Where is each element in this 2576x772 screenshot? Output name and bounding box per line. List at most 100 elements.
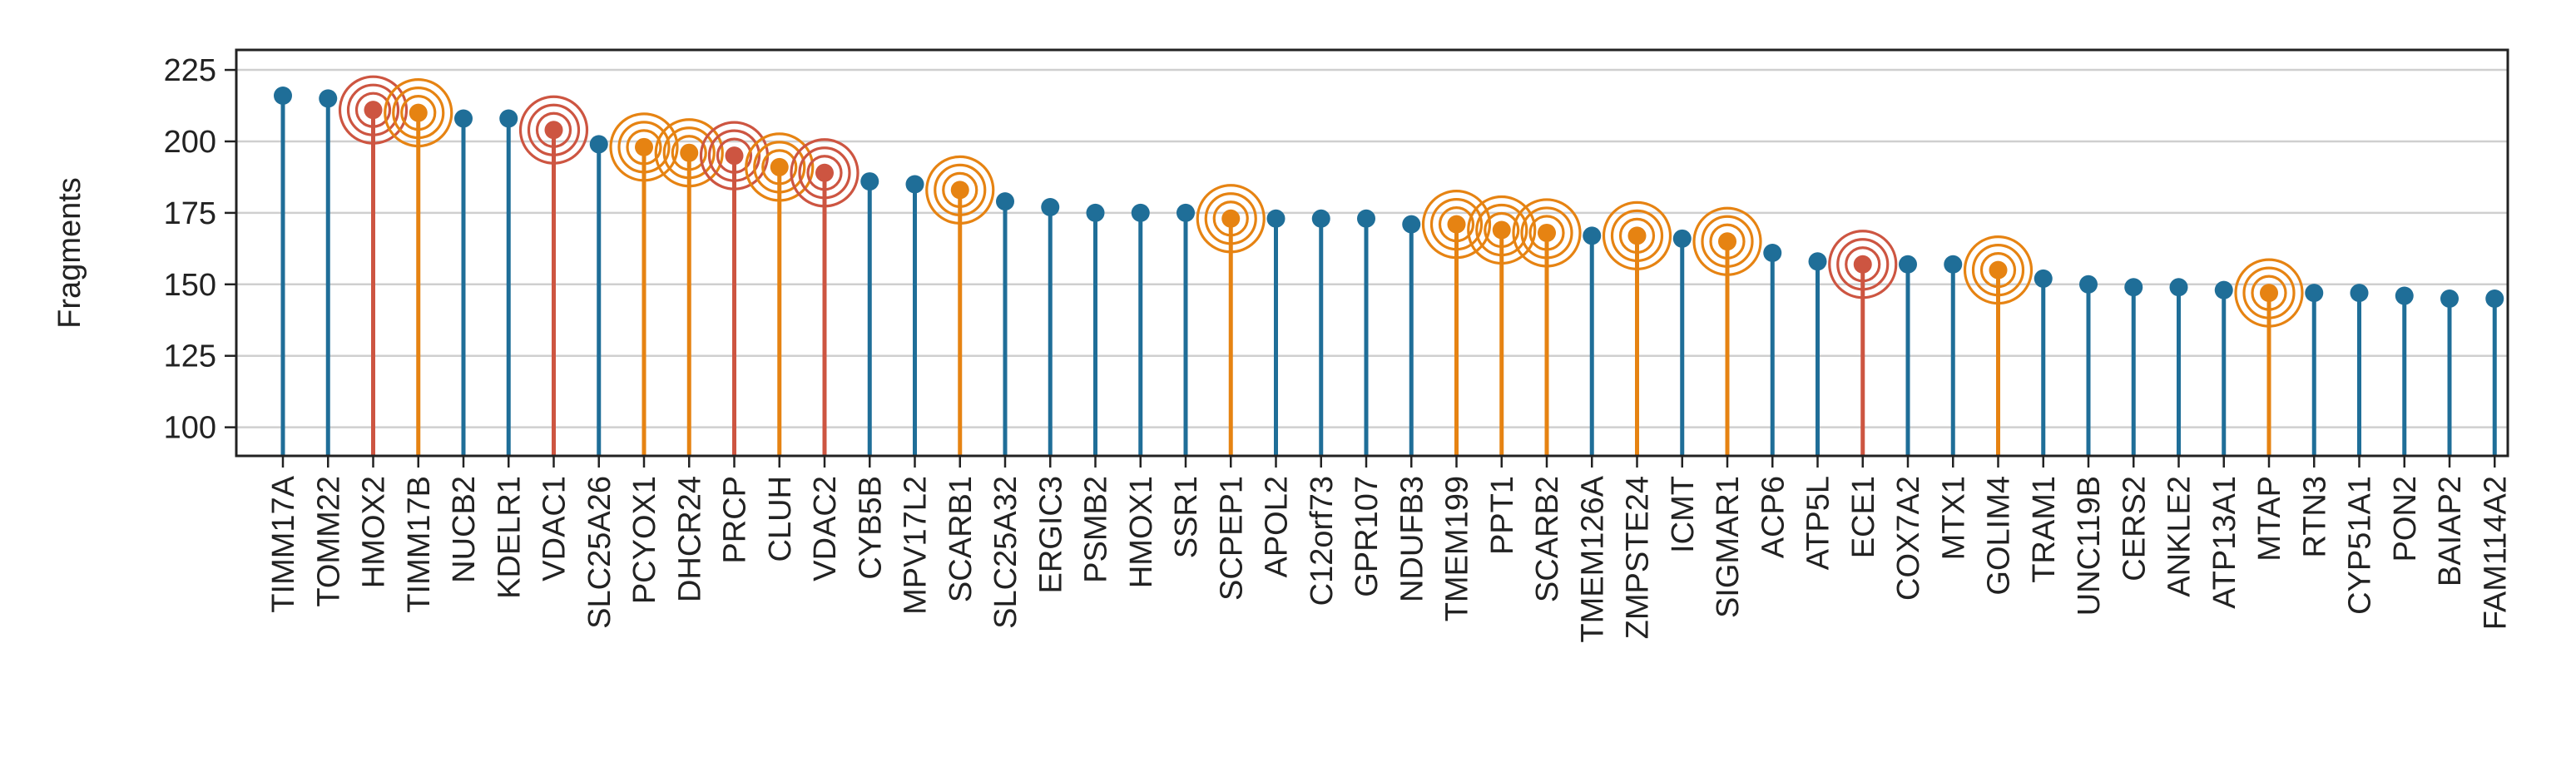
- highlight-ring: [2234, 258, 2304, 328]
- data-point: [770, 157, 789, 176]
- x-tick-label: ACP6: [1756, 476, 1791, 558]
- highlight-ring: [400, 95, 437, 131]
- data-point: [499, 109, 518, 128]
- data-point: [996, 192, 1014, 211]
- x-tick-label: APOL2: [1260, 476, 1295, 578]
- x-tick-label: VDAC1: [537, 476, 572, 581]
- highlight-ring: [535, 111, 572, 148]
- highlight-ring: [1979, 252, 2017, 289]
- x-tick-label: MPV17L2: [899, 476, 934, 615]
- highlight-ring: [1467, 195, 1537, 265]
- x-tick-label: KDELR1: [492, 476, 527, 599]
- stems: [280, 95, 2497, 456]
- x-tick-label: ICMT: [1666, 476, 1701, 553]
- data-point: [1266, 209, 1286, 228]
- x-tick-label: TRAM1: [2027, 476, 2062, 583]
- highlight-ring: [1828, 230, 1898, 299]
- x-tick-label: PON2: [2388, 476, 2423, 562]
- data-point: [589, 135, 608, 154]
- data-point: [274, 86, 292, 105]
- highlight-ring: [1212, 200, 1249, 237]
- highlight-ring: [716, 137, 753, 174]
- data-point: [1989, 260, 2008, 280]
- data-point: [1763, 244, 1782, 262]
- highlight-ring: [1963, 235, 2034, 305]
- x-tick-label: CERS2: [2117, 476, 2152, 581]
- x-tick-label: FAM114A2: [2478, 476, 2513, 630]
- highlight-ring: [1845, 246, 1881, 283]
- data-point: [1447, 215, 1466, 234]
- x-tick-label: SCARB2: [1530, 476, 1565, 602]
- highlight-ring: [338, 75, 409, 145]
- y-tick-label: 175: [164, 196, 216, 231]
- x-tick-label: HMOX1: [1124, 476, 1159, 588]
- x-tick-label: ECE1: [1846, 476, 1881, 558]
- data-point: [364, 101, 383, 120]
- highlight-ring: [1610, 209, 1664, 262]
- data-point: [2350, 284, 2369, 303]
- data-point: [1672, 229, 1692, 248]
- data-point: [2260, 284, 2278, 303]
- y-tick-label: 225: [164, 53, 216, 88]
- highlight-ring: [934, 163, 987, 216]
- highlight-ring: [609, 112, 679, 182]
- x-tick-label: GPR107: [1350, 476, 1385, 597]
- data-point: [2169, 278, 2188, 297]
- data-point: [1041, 198, 1060, 217]
- x-tick-label: GOLIM4: [1982, 476, 2017, 596]
- x-tick-label: UNC119B: [2072, 476, 2107, 616]
- x-tick-label: SLC25A26: [582, 476, 617, 629]
- y-tick-label: 100: [164, 411, 216, 446]
- x-tick-label: TMEM126A: [1575, 475, 1610, 642]
- highlight-ring: [745, 132, 815, 202]
- data-point: [1086, 203, 1105, 222]
- x-tick-label: SLC25A32: [988, 476, 1023, 629]
- data-point: [1853, 255, 1872, 274]
- data-point: [1808, 252, 1827, 271]
- highlight-ring: [671, 135, 707, 171]
- highlight-ring: [707, 129, 761, 182]
- x-tick-label: ERGIC3: [1033, 476, 1068, 593]
- y-axis: 100 125 150 175 200 225: [164, 53, 236, 446]
- highlight-ring: [2242, 266, 2296, 319]
- y-tick-label: 150: [164, 268, 216, 303]
- x-tick-label: MTAP: [2252, 476, 2287, 562]
- data-point: [454, 109, 473, 128]
- highlight-ring: [662, 126, 716, 180]
- y-tick-label: 200: [164, 125, 216, 160]
- highlight-ring: [354, 92, 392, 128]
- x-tick-label: NUCB2: [447, 476, 482, 583]
- x-tick-label: PPT1: [1485, 476, 1520, 555]
- data-point: [635, 137, 653, 156]
- x-tick-label: PCYOX1: [627, 476, 662, 604]
- highlight-ring: [1701, 215, 1754, 268]
- x-tick-label: MTX1: [1936, 476, 1971, 560]
- grid-lines: [236, 68, 2508, 428]
- highlight-ring: [392, 87, 445, 140]
- x-tick-label: RTN3: [2297, 476, 2332, 558]
- x-tick-label: DHCR24: [672, 476, 707, 602]
- data-point: [2485, 289, 2504, 308]
- highlight-ring: [617, 121, 671, 174]
- data-point: [860, 172, 879, 191]
- data-point: [905, 175, 924, 194]
- data-point: [1627, 226, 1647, 245]
- data-point: [544, 121, 563, 140]
- data-point: [1492, 220, 1511, 240]
- data-point: [2395, 286, 2414, 305]
- x-axis: TIMM17A TOMM22 HMOX2 TIMM17B NUCB2 KDELR1 VDAC…: [266, 456, 2513, 643]
- x-tick-label: TIMM17B: [402, 476, 437, 613]
- highlight-ring: [1528, 215, 1565, 251]
- x-tick-label: PRCP: [718, 476, 753, 564]
- plot-frame: [235, 48, 2509, 458]
- data-point: [1944, 255, 1963, 274]
- data-point: [2079, 275, 2098, 294]
- x-tick-label: PSMB2: [1079, 476, 1114, 583]
- highlight-ring: [518, 95, 589, 165]
- x-tick-label: HMOX2: [357, 476, 392, 588]
- highlight-ring: [2251, 275, 2287, 311]
- highlight-ring: [1602, 200, 1672, 270]
- x-tick-label: TOMM22: [311, 476, 346, 607]
- highlight-ring: [798, 146, 851, 200]
- highlight-ring: [1836, 238, 1890, 291]
